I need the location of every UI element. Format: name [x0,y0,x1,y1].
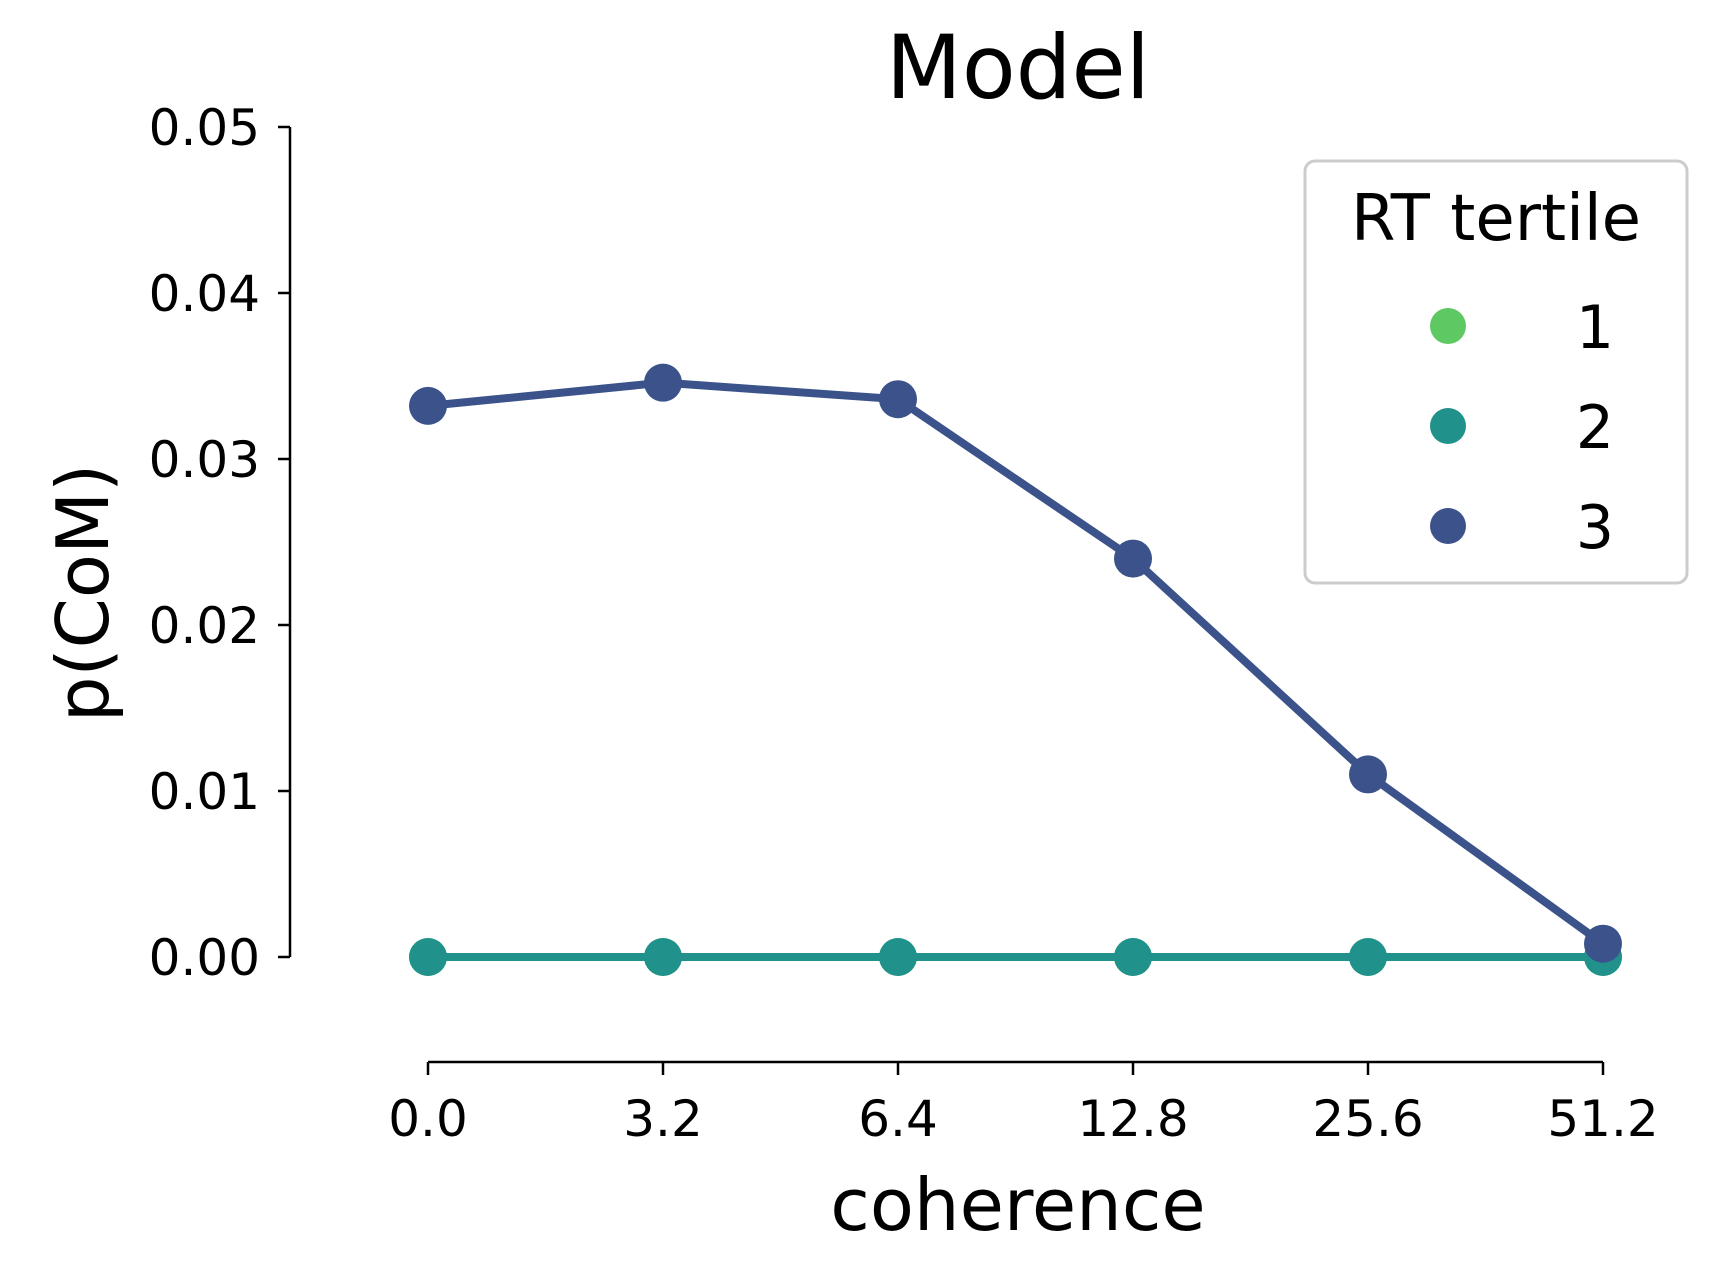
data-point [879,938,917,976]
x-tick-label: 12.8 [1077,1090,1188,1148]
series-2 [409,938,1622,976]
x-axis: 0.0 3.2 6.4 12.8 25.6 51.2 [388,1060,1659,1148]
data-point [644,363,682,402]
legend-marker [1430,508,1466,544]
x-axis-label: coherence [830,1163,1205,1247]
legend-entry-3: 3 [1430,493,1614,563]
legend-title: RT tertile [1351,182,1641,256]
y-tick-label: 0.04 [149,265,260,323]
x-tick-label: 51.2 [1547,1090,1658,1148]
y-axis-label: p(CoM) [41,464,125,722]
y-tick-label: 0.01 [149,763,260,821]
data-point [1114,539,1152,578]
data-point [1349,755,1387,794]
legend-marker [1430,408,1466,444]
x-tick-label: 6.4 [858,1090,938,1148]
data-point [1349,938,1387,976]
legend: RT tertile 1 2 3 [1303,159,1689,585]
chart-title: Model [886,16,1150,119]
data-point [409,938,447,976]
legend-entry-2: 2 [1430,393,1614,463]
y-tick-label: 0.00 [149,929,260,987]
plot-area [409,363,1622,976]
series-3 [409,363,1622,963]
y-tick-label: 0.03 [149,431,260,489]
series-line [427,378,1606,947]
x-tick-label: 25.6 [1312,1090,1423,1148]
legend-items: 1 2 3 [1430,293,1614,563]
y-tick-label: 0.02 [149,597,260,655]
data-point [1114,938,1152,976]
y-axis: 0.00 0.01 0.02 0.03 0.04 0.05 [149,99,292,987]
data-point [644,938,682,976]
data-point [879,380,917,419]
legend-marker [1430,308,1466,344]
data-point [409,386,447,425]
y-tick-label: 0.05 [149,99,260,157]
x-tick-label: 0.0 [388,1090,468,1148]
legend-label: 2 [1576,393,1614,463]
data-point [1584,924,1622,963]
legend-label: 1 [1576,293,1614,363]
x-tick-label: 3.2 [623,1090,703,1148]
legend-entry-1: 1 [1430,293,1614,363]
legend-frame [1303,159,1689,585]
legend-label: 3 [1576,493,1614,563]
